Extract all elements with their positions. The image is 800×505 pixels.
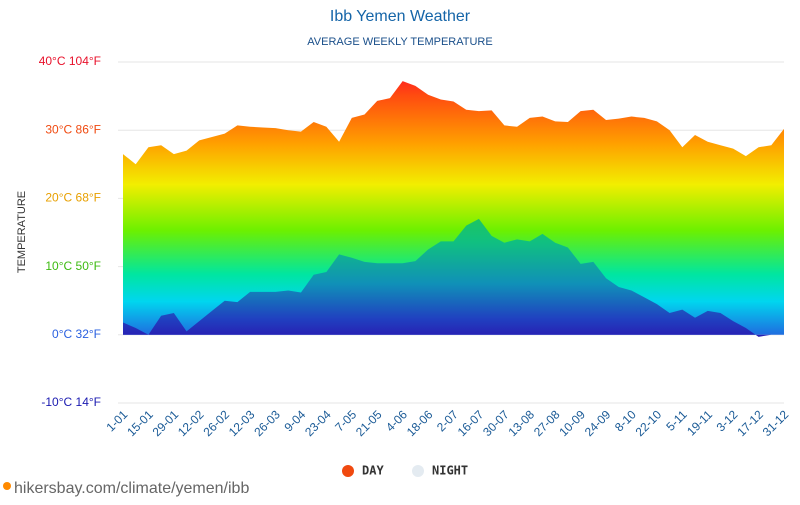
x-tick-label: 10-09 [556,407,588,439]
legend-marker[interactable] [342,465,354,477]
y-tick-label: 20°C 68°F [45,191,101,205]
x-tick-label: 18-06 [404,407,436,439]
chart-title: Ibb Yemen Weather [330,8,471,25]
area-1 [123,218,784,337]
source: hikersbay.com/climate/yemen/ibb [14,480,249,497]
x-tick-label: 29-01 [150,407,182,439]
legend-marker[interactable] [412,465,424,477]
y-tick-label: -10°C 14°F [41,395,101,409]
x-tick-label: 19-11 [684,407,715,438]
x-tick-label: 12-03 [226,407,258,439]
x-tick-label: 15-01 [124,407,156,439]
x-tick-label: 30-07 [480,407,512,439]
y-tick-label: 10°C 50°F [45,259,101,273]
x-tick-label: 23-04 [302,407,334,439]
y-tick-label: 0°C 32°F [52,327,101,341]
chart-subtitle: AVERAGE WEEKLY TEMPERATURE [307,36,492,48]
y-tick-label: 40°C 104°F [39,54,101,68]
x-tick-label: 13-08 [506,407,538,439]
pin-icon [3,482,11,490]
x-tick-label: 16-07 [455,407,487,439]
x-tick-label: 26-02 [200,407,232,439]
x-tick-label: 12-02 [175,407,207,439]
y-tick-label: 30°C 86°F [45,122,101,136]
x-tick-label: 24-09 [582,407,614,439]
x-tick-label: 17-12 [734,407,766,439]
x-tick-label: 31-12 [760,407,792,439]
legend-label[interactable]: NIGHT [432,464,468,478]
x-tick-label: 26-03 [251,407,283,439]
legend-label[interactable]: DAY [362,464,384,478]
x-tick-label: 21-05 [353,407,385,439]
area-0 [123,81,784,335]
y-axis-label: TEMPERATURE [16,191,28,273]
x-tick-label: 27-08 [531,407,563,439]
x-tick-label: 22-10 [633,407,665,439]
